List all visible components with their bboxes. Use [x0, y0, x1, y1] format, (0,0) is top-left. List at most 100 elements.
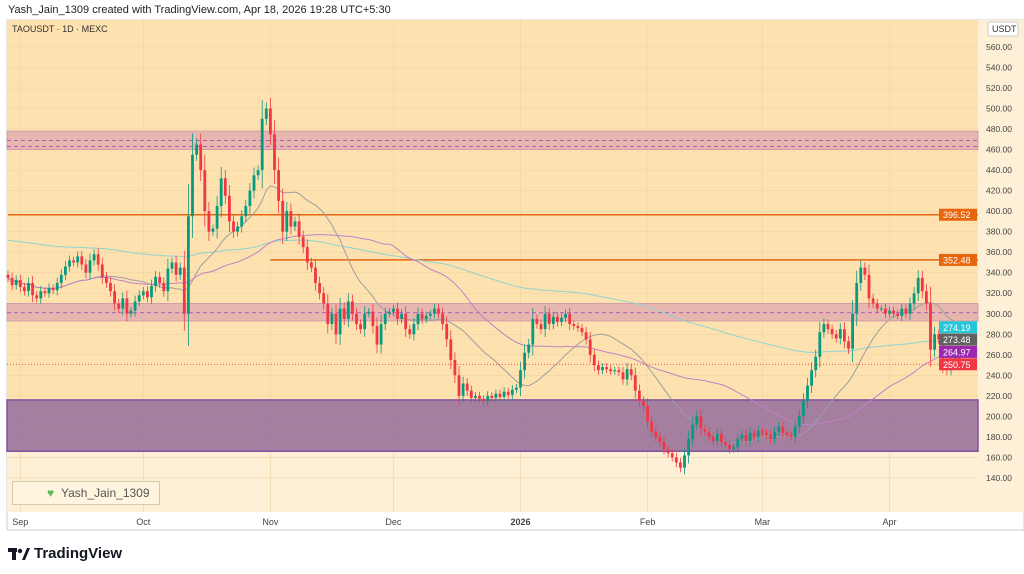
candle-body — [133, 301, 137, 311]
candle-body — [773, 431, 777, 439]
candle-body — [375, 326, 379, 345]
candle-body — [572, 324, 576, 327]
candle-body — [617, 370, 621, 373]
candle-body — [428, 313, 432, 316]
candle-body — [248, 190, 252, 207]
candle-body — [494, 393, 498, 398]
candle-body — [769, 434, 772, 439]
price-tick-label: 380.00 — [986, 227, 1012, 237]
candle-body — [420, 313, 424, 319]
candle-body — [10, 277, 14, 286]
candle-body — [834, 334, 838, 339]
candle-body — [23, 287, 26, 292]
candle-body — [96, 254, 100, 265]
candle-body — [334, 313, 338, 335]
candle-body — [129, 310, 133, 314]
price-tick-label: 320.00 — [986, 288, 1012, 298]
candle-body — [556, 316, 559, 322]
candle-body — [506, 391, 510, 395]
candle-body — [6, 274, 10, 278]
candle-body — [851, 313, 854, 349]
candle-body — [551, 316, 555, 325]
candle-body — [670, 453, 674, 458]
time-tick-label: Sep — [12, 517, 28, 527]
candle-body — [871, 298, 875, 304]
candle-body — [785, 432, 789, 435]
candle-body — [39, 291, 43, 299]
candle-body — [141, 291, 145, 296]
price-tick-label: 300.00 — [986, 309, 1012, 319]
green-heart-icon: ♥ — [47, 486, 55, 500]
candle-body — [469, 390, 473, 398]
candle-body — [765, 432, 768, 435]
candle-body — [748, 432, 752, 441]
candle-body — [855, 282, 859, 314]
zone-middle — [6, 303, 979, 322]
candle-body — [84, 264, 88, 273]
price-tick-label: 200.00 — [986, 411, 1012, 421]
candle-body — [289, 211, 293, 227]
candle-body — [543, 313, 547, 330]
candle-body — [650, 421, 654, 432]
candle-body — [203, 170, 207, 212]
price-tick-label: 480.00 — [986, 124, 1012, 134]
candle-body — [330, 313, 334, 325]
candle-body — [793, 426, 797, 437]
candle-body — [392, 308, 395, 312]
candle-body — [912, 293, 916, 304]
candle-body — [433, 308, 436, 314]
candle-body — [453, 359, 457, 376]
candle-body — [100, 264, 104, 277]
candle-body — [560, 317, 563, 322]
candle-body — [478, 395, 481, 399]
tradingview-logo[interactable]: TradingView — [8, 545, 122, 562]
candle-body — [351, 301, 354, 314]
candle-body — [703, 428, 707, 432]
candle-body — [711, 436, 715, 441]
time-tick-label: Feb — [640, 517, 656, 527]
currency-label: USDT — [992, 24, 1017, 34]
price-tick-label: 160.00 — [986, 452, 1012, 462]
price-tick-label: 220.00 — [986, 391, 1012, 401]
candle-body — [502, 391, 506, 397]
candle-body — [51, 288, 55, 291]
candle-body — [744, 434, 748, 441]
candle-body — [900, 308, 904, 316]
indicator-price-label-bg — [939, 345, 977, 358]
candle-body — [523, 352, 526, 371]
candle-body — [367, 311, 371, 314]
indicator-price-label: 264.97 — [943, 347, 971, 357]
candle-body — [642, 400, 645, 407]
candle-body — [117, 303, 121, 309]
level-price-label: 396.52 — [943, 210, 971, 220]
chart-credit: Yash_Jain_1309 created with TradingView.… — [8, 4, 391, 16]
candle-body — [47, 288, 51, 294]
candle-body — [465, 383, 469, 391]
candle-body — [301, 236, 305, 248]
candle-body — [797, 416, 801, 427]
candle-body — [293, 221, 297, 227]
candle-body — [457, 375, 461, 396]
candle-body — [810, 370, 813, 386]
currency-button — [987, 21, 1019, 37]
price-tick-label: 260.00 — [986, 350, 1012, 360]
candle-body — [580, 328, 584, 333]
candle-body — [724, 442, 727, 446]
candle-body — [211, 228, 215, 232]
candle-body — [818, 332, 822, 357]
candle-body — [662, 442, 666, 450]
candle-body — [519, 370, 522, 388]
candle-body — [55, 282, 59, 291]
candle-body — [592, 354, 596, 366]
candle-body — [310, 262, 313, 268]
candle-body — [925, 291, 928, 304]
price-tick-label: 280.00 — [986, 329, 1012, 339]
candle-body — [646, 406, 649, 422]
candle-body — [658, 436, 662, 443]
time-tick-label: Apr — [882, 517, 896, 527]
candle-body — [933, 334, 936, 350]
watermark-text: Yash_Jain_1309 — [61, 486, 150, 500]
candle-body — [64, 266, 67, 275]
candle-body — [240, 216, 244, 227]
